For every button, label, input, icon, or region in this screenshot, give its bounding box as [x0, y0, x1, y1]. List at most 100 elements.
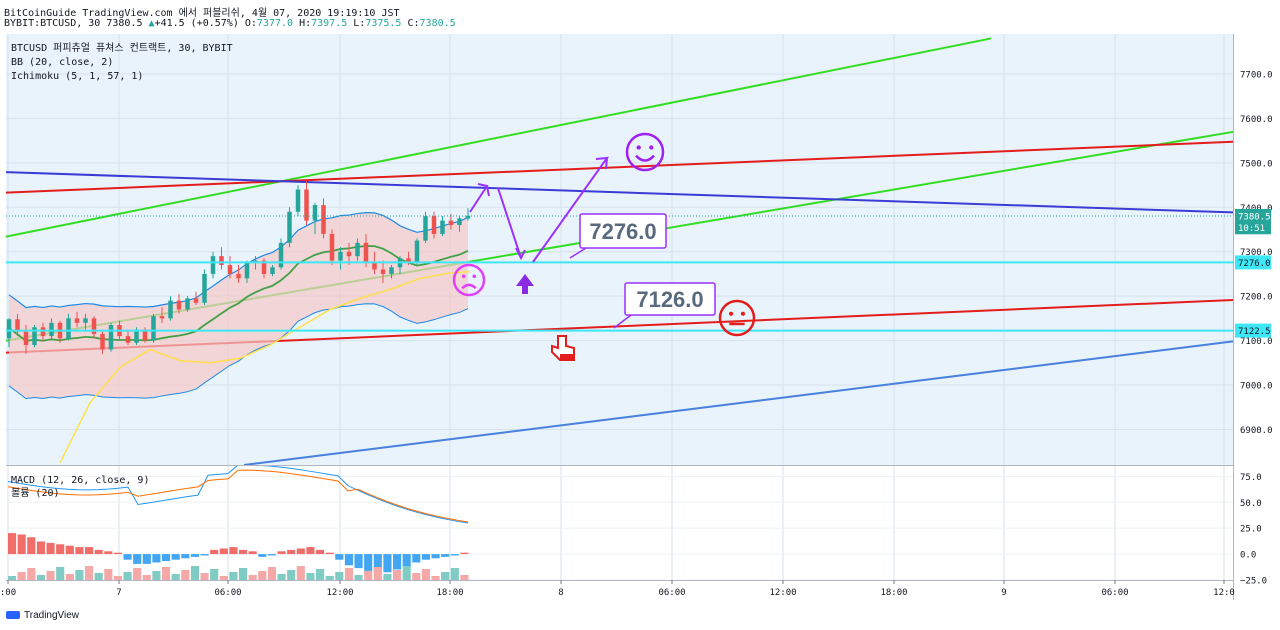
candle-body[interactable]: [236, 273, 241, 279]
legend-ichimoku[interactable]: Ichimoku (5, 1, 57, 1): [11, 71, 143, 82]
candle-body[interactable]: [329, 233, 335, 261]
macd-histogram-bar: [133, 554, 142, 564]
candle-body[interactable]: [355, 242, 360, 257]
candle-body[interactable]: [100, 333, 105, 350]
legend-volume[interactable]: 볼륨 (20): [11, 487, 60, 499]
candle-body[interactable]: [159, 316, 165, 319]
legend-series[interactable]: BTCUSD 퍼피츄얼 퓨쳐스 컨트랙트, 30, BYBIT: [11, 42, 233, 54]
candle-body[interactable]: [151, 316, 156, 341]
tradingview-logo[interactable]: TradingView: [6, 610, 79, 621]
macd-histogram-bar: [75, 547, 84, 555]
price-axis[interactable]: 7700.0 7600.0 7500.0 7400.0 7300.0 7200.0 7100…: [1240, 70, 1273, 435]
legend-macd[interactable]: MACD (12, 26, close, 9): [11, 475, 149, 486]
candle-body[interactable]: [185, 298, 190, 310]
trendline-blue-descending[interactable]: [6, 171, 1239, 214]
candle-body[interactable]: [40, 327, 46, 337]
candle-body[interactable]: [389, 267, 394, 274]
candle-body[interactable]: [66, 318, 71, 339]
candle-body[interactable]: [295, 189, 301, 212]
candle-body[interactable]: [346, 251, 352, 257]
volume-bar: [373, 567, 382, 580]
macd-histogram-bar: [431, 554, 440, 559]
volume-bar: [335, 572, 344, 580]
candle-body[interactable]: [125, 336, 131, 343]
hand-pointer-icon[interactable]: [551, 335, 575, 361]
volume-bar: [46, 571, 55, 580]
candle-body[interactable]: [108, 325, 114, 350]
candle-body[interactable]: [440, 220, 445, 234]
annotations[interactable]: 7276.0 7126.0: [452, 132, 756, 361]
arrow-target-path[interactable]: [532, 156, 610, 263]
volume-bar: [316, 569, 325, 580]
candle-body[interactable]: [372, 262, 377, 270]
candles[interactable]: [6, 180, 471, 354]
candle-body[interactable]: [431, 216, 437, 234]
candle-body[interactable]: [210, 256, 216, 274]
candle-body[interactable]: [244, 262, 250, 279]
volume-bar: [239, 568, 248, 580]
macd-axis: 75.0 50.0 25.0 0.0 −25.0: [1240, 473, 1267, 587]
candle-body[interactable]: [380, 269, 386, 274]
callout-7276[interactable]: 7276.0: [569, 213, 667, 259]
trendline-blue-ascending[interactable]: [243, 340, 1239, 465]
neutral-face-icon[interactable]: [718, 299, 756, 337]
candle-body[interactable]: [261, 260, 267, 274]
trendline-green-upper[interactable]: [6, 37, 992, 238]
legend-bb[interactable]: BB (20, close, 2): [11, 57, 113, 68]
candle-body[interactable]: [448, 220, 454, 226]
horizontal-levels[interactable]: [6, 215, 1233, 332]
candle-body[interactable]: [465, 215, 471, 219]
candle-body[interactable]: [74, 318, 80, 323]
candle-body[interactable]: [312, 205, 318, 221]
candle-body[interactable]: [6, 319, 12, 339]
candle-body[interactable]: [219, 256, 224, 266]
candle-body[interactable]: [423, 216, 428, 241]
volume-bar: [393, 570, 402, 580]
candle-body[interactable]: [304, 189, 309, 221]
volume-bar: [277, 574, 286, 580]
candle-body[interactable]: [338, 251, 343, 261]
candle-body[interactable]: [270, 267, 275, 274]
candle-body[interactable]: [83, 318, 88, 323]
candle-body[interactable]: [15, 319, 20, 332]
candle-body[interactable]: [227, 265, 233, 274]
candle-body[interactable]: [457, 218, 462, 226]
symbol-name[interactable]: BYBIT:BTCUSD, 30: [4, 18, 101, 29]
candle-body[interactable]: [176, 300, 182, 310]
happy-face-icon[interactable]: [625, 132, 665, 172]
high-value: 7397.5: [311, 18, 348, 29]
candle-body[interactable]: [193, 298, 199, 303]
bold-up-arrow-icon[interactable]: [516, 274, 534, 294]
macd-histogram-bar: [152, 554, 161, 563]
open-value: 7377.0: [256, 18, 294, 29]
candle-body[interactable]: [414, 240, 420, 263]
candle-body[interactable]: [168, 300, 173, 319]
candle-body[interactable]: [406, 258, 411, 263]
volume-bar: [267, 567, 276, 580]
arrow-up-path[interactable]: [469, 183, 490, 213]
candle-body[interactable]: [91, 318, 97, 334]
candle-body[interactable]: [49, 322, 54, 337]
candle-body[interactable]: [142, 329, 148, 341]
candle-body[interactable]: [287, 211, 292, 243]
trendline-red-upper[interactable]: [6, 140, 1239, 194]
candle-body[interactable]: [134, 329, 139, 343]
face-eye: [461, 274, 466, 279]
macd-histogram-bar: [450, 554, 459, 556]
candle-body[interactable]: [23, 331, 29, 346]
macd-histogram-bar: [354, 554, 363, 569]
macd-histogram-bar: [325, 552, 334, 555]
candle-body[interactable]: [363, 242, 369, 263]
macd-histogram-bar: [229, 547, 238, 555]
candle-body[interactable]: [321, 205, 326, 234]
candle-body[interactable]: [278, 242, 284, 268]
volume-bar: [65, 574, 74, 580]
up-arrow-icon: ▲: [148, 18, 155, 29]
candle-body[interactable]: [202, 273, 207, 303]
sad-face-icon[interactable]: [452, 263, 486, 297]
arrow-down-path[interactable]: [497, 187, 526, 261]
time-axis[interactable]: :00 7 06:00 12:00 18:00 8 06:00 12:00 18:00 9 06:0…: [0, 580, 1235, 598]
candle-body[interactable]: [32, 327, 37, 346]
callout-7126[interactable]: 7126.0: [613, 282, 716, 329]
